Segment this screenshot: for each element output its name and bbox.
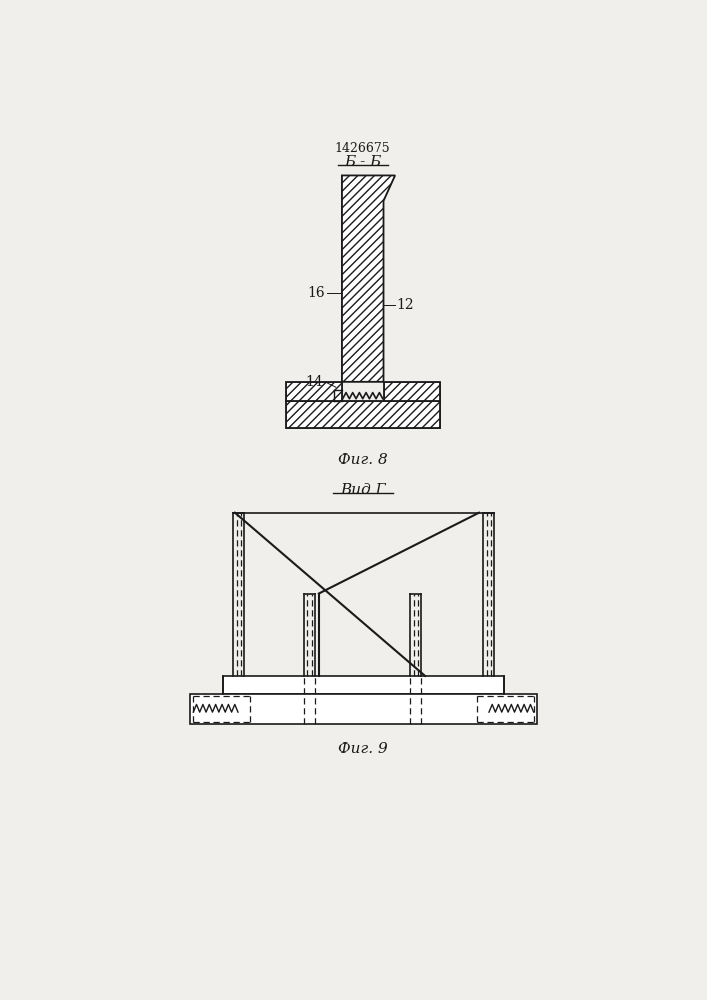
Text: Фиг. 8: Фиг. 8 bbox=[338, 453, 387, 467]
Text: Вид Г: Вид Г bbox=[340, 483, 385, 497]
Polygon shape bbox=[342, 175, 395, 382]
Polygon shape bbox=[286, 401, 440, 428]
Bar bbox=[223, 676, 504, 694]
Text: 14: 14 bbox=[305, 375, 324, 389]
Text: 16: 16 bbox=[308, 286, 325, 300]
Polygon shape bbox=[286, 382, 342, 401]
Text: 1426675: 1426675 bbox=[335, 142, 390, 155]
Polygon shape bbox=[383, 382, 440, 401]
Text: Фиг. 9: Фиг. 9 bbox=[338, 742, 387, 756]
Text: 12: 12 bbox=[397, 298, 414, 312]
Text: Б - Б: Б - Б bbox=[344, 155, 381, 169]
Bar bbox=[190, 694, 537, 724]
